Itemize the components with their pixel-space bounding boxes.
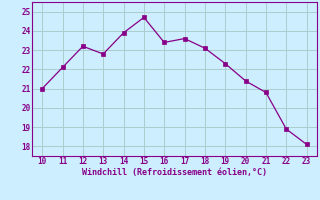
- X-axis label: Windchill (Refroidissement éolien,°C): Windchill (Refroidissement éolien,°C): [82, 168, 267, 177]
